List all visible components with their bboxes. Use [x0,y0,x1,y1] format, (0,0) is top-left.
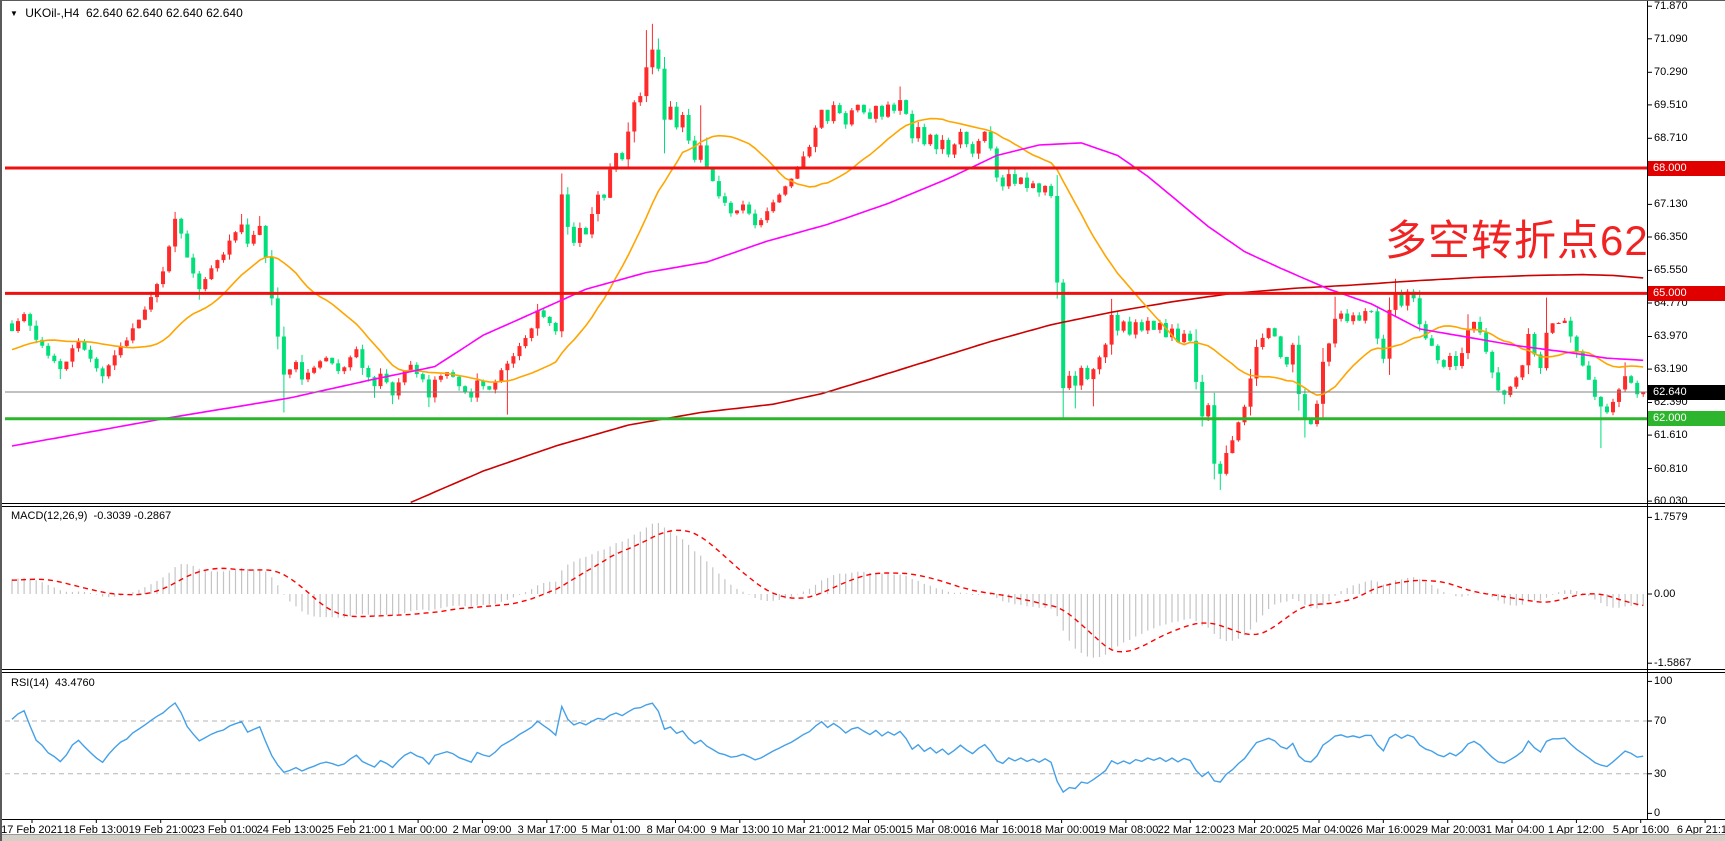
time-axis-label[interactable]: 23 Feb 01:00 [192,824,258,836]
price-axis-tick-label[interactable]: 65.550 [1654,264,1688,276]
ma-slow-line [410,273,1644,504]
macd-name: MACD(12,26,9) [11,510,88,522]
time-axis-label[interactable]: 25 Mar 04:00 [1286,824,1352,836]
time-axis-label[interactable]: 17 Feb 2021 [1,824,63,836]
price-axis-tick-label[interactable]: 71.870 [1654,0,1688,12]
time-axis-label[interactable]: 15 Mar 08:00 [900,824,966,836]
time-axis-label[interactable]: 6 Apr 21:15 [1676,824,1725,836]
price-level-badge: 62.640 [1648,385,1725,400]
time-axis-label[interactable]: 24 Feb 13:00 [256,824,322,836]
ohlc-quotes-label: 62.640 62.640 62.640 62.640 [85,6,243,20]
price-axis-tick-label[interactable]: 63.190 [1654,363,1688,375]
window-bottom-strip [2,834,1725,841]
macd-indicator-label: MACD(12,26,9) -0.3039 -0.2867 [11,510,171,522]
time-axis-label[interactable]: 5 Mar 01:00 [581,824,641,836]
symbol-dropdown-icon[interactable]: ▼ [10,9,18,19]
rsi-axis-tick-label[interactable]: 70 [1654,715,1667,727]
rsi-axis-tick-label[interactable]: 100 [1654,675,1673,687]
time-axis-label[interactable]: 12 Mar 05:00 [836,824,902,836]
chart-annotation-text[interactable]: 多空转折点62 [1385,217,1649,264]
price-axis-tick-label[interactable]: 66.350 [1654,231,1688,243]
time-axis-label[interactable]: 5 Apr 16:00 [1612,824,1670,836]
price-level-badge: 62.000 [1648,411,1725,426]
price-axis-tick-label[interactable]: 60.810 [1654,463,1688,475]
macd-histogram[interactable] [11,523,1644,658]
price-axis-tick-label[interactable]: 67.130 [1654,198,1688,210]
macd-signal-line [11,529,1644,653]
time-axis-label[interactable]: 9 Mar 13:00 [710,824,770,836]
time-axis-label[interactable]: 18 Mar 00:00 [1029,824,1095,836]
rsi-current-value: 43.4760 [55,677,95,689]
time-axis-label[interactable]: 22 Mar 12:00 [1157,824,1223,836]
macd-current-values: -0.3039 -0.2867 [93,510,172,522]
time-axis-label[interactable]: 1 Mar 00:00 [388,824,448,836]
price-axis-tick-label[interactable]: 69.510 [1654,99,1688,111]
time-axis-label[interactable]: 18 Feb 13:00 [63,824,129,836]
price-axis-tick-label[interactable]: 70.290 [1654,66,1688,78]
rsi-axis-tick-label[interactable]: 0 [1654,807,1661,819]
price-axis-tick-label[interactable]: 61.610 [1654,429,1688,441]
time-axis-label[interactable]: 16 Mar 16:00 [964,824,1030,836]
price-axis-tick-label[interactable]: 71.090 [1654,33,1688,45]
price-level-badge: 68.000 [1648,161,1725,176]
rsi-indicator-label: RSI(14) 43.4760 [11,677,95,689]
time-axis-label[interactable]: 10 Mar 21:00 [771,824,837,836]
time-axis-label[interactable]: 19 Feb 21:00 [128,824,194,836]
price-axis-tick-label[interactable]: 68.710 [1654,132,1688,144]
time-axis-label[interactable]: 25 Feb 21:00 [321,824,387,836]
macd-axis-tick-label[interactable]: 0.00 [1654,588,1676,600]
time-axis-label[interactable]: 3 Mar 17:00 [517,824,577,836]
time-axis-label[interactable]: 1 Apr 12:00 [1547,824,1605,836]
time-axis-label[interactable]: 8 Mar 04:00 [646,824,706,836]
time-axis-label[interactable]: 29 Mar 20:00 [1415,824,1481,836]
macd-axis-tick-label[interactable]: 1.7579 [1654,511,1688,523]
time-axis-label[interactable]: 2 Mar 09:00 [452,824,512,836]
time-axis-label[interactable]: 31 Mar 04:00 [1479,824,1545,836]
rsi-line[interactable] [11,701,1644,794]
price-axis-tick-label[interactable]: 63.970 [1654,330,1688,342]
rsi-axis-tick-label[interactable]: 30 [1654,768,1667,780]
macd-axis-tick-label[interactable]: -1.5867 [1654,657,1692,669]
price-axis-tick-label[interactable]: 60.030 [1654,495,1688,507]
time-axis-label[interactable]: 23 Mar 20:00 [1222,824,1288,836]
chart-header: ▼ UKOil-,H4 62.640 62.640 62.640 62.640 [10,6,243,20]
time-axis-label[interactable]: 26 Mar 16:00 [1350,824,1416,836]
time-axis-label[interactable]: 19 Mar 08:00 [1093,824,1159,836]
rsi-name: RSI(14) [11,677,49,689]
price-level-badge: 65.000 [1648,286,1725,301]
candlestick-series[interactable] [10,23,1646,490]
symbol-timeframe-label: UKOil-,H4 [25,6,80,20]
ma-mid-line [11,142,1644,447]
ma-fast-line [11,117,1644,397]
